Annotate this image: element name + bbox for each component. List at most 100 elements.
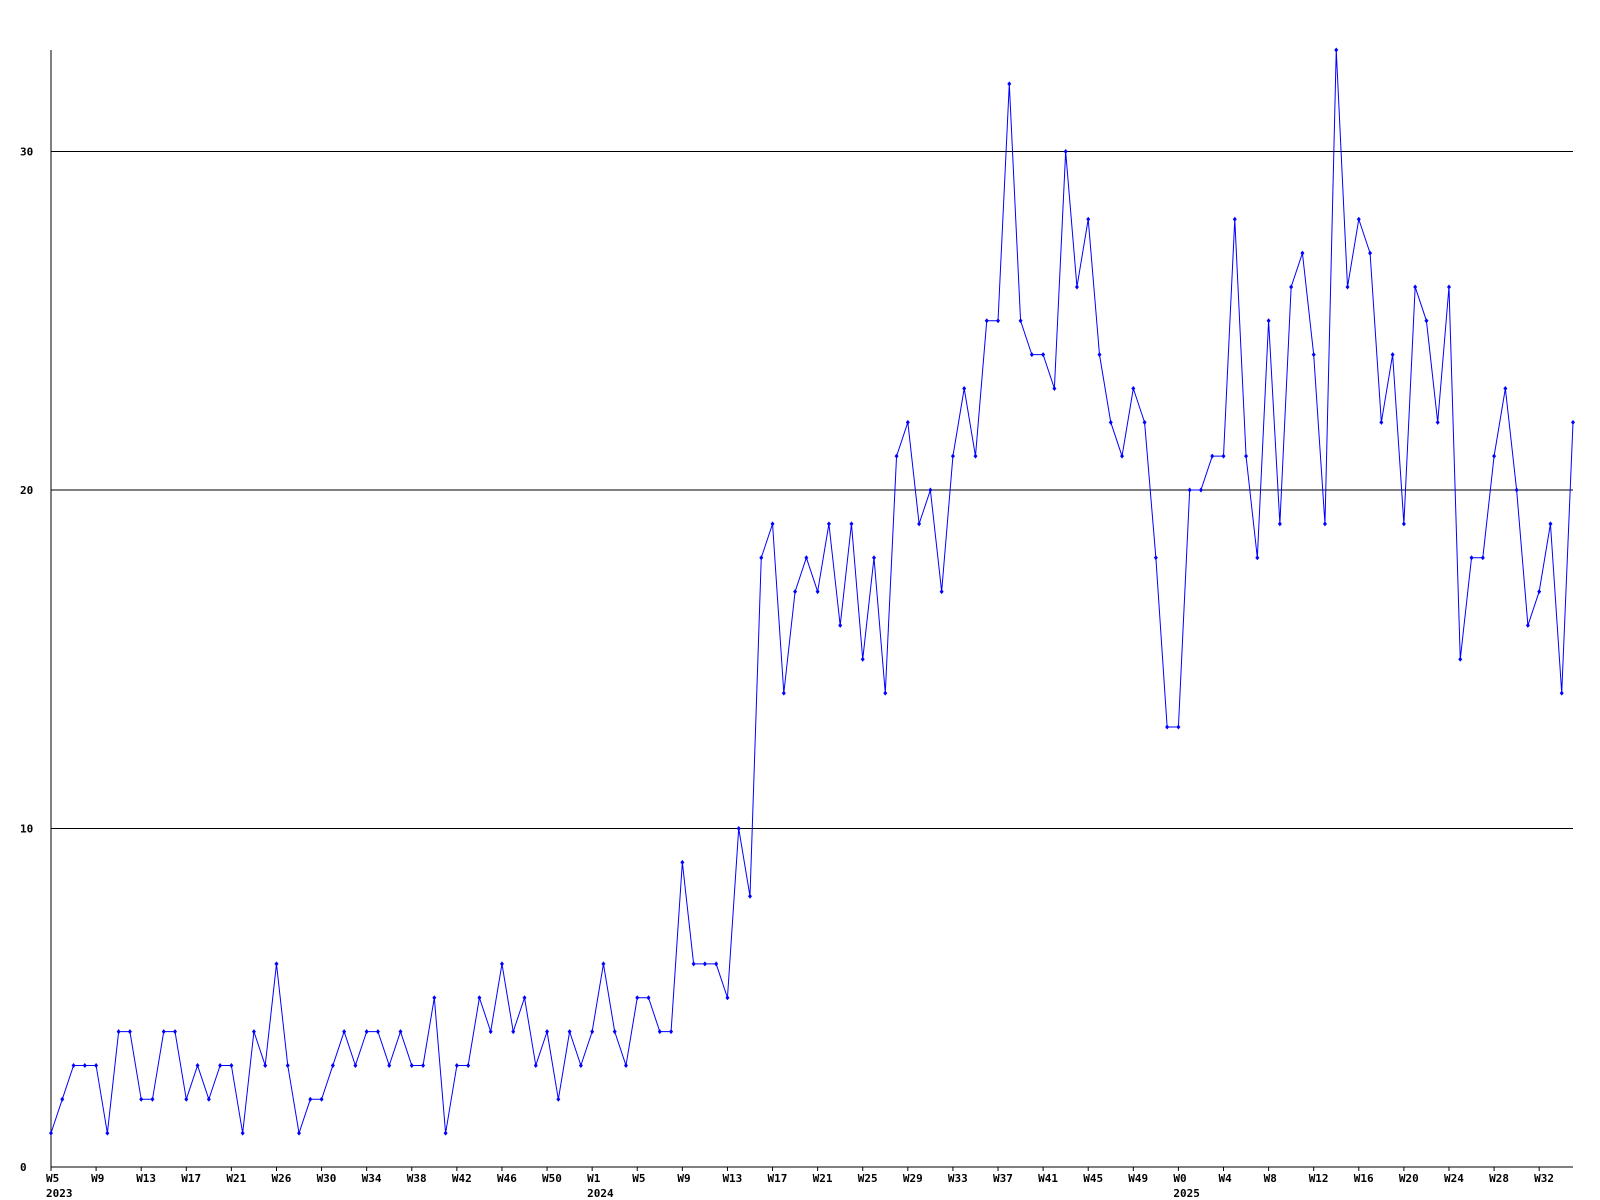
data-point — [702, 961, 707, 967]
data-point — [387, 1062, 392, 1068]
x-tick-label: W32 — [1534, 1172, 1554, 1185]
data-point — [421, 1062, 426, 1068]
data-point — [1311, 352, 1316, 358]
data-point — [815, 589, 820, 595]
data-point — [285, 1062, 290, 1068]
data-point — [1266, 318, 1271, 324]
data-point — [1368, 250, 1373, 256]
data-point — [950, 453, 955, 459]
data-point — [184, 1096, 189, 1102]
data-point — [364, 1029, 369, 1035]
data-point — [849, 521, 854, 527]
data-point — [1503, 385, 1508, 391]
data-point — [173, 1029, 178, 1035]
data-point — [1176, 724, 1181, 730]
data-point — [1300, 250, 1305, 256]
x-year-label: 2024 — [587, 1187, 614, 1200]
data-point — [826, 521, 831, 527]
data-point — [793, 589, 798, 595]
data-point — [251, 1029, 256, 1035]
data-point — [860, 656, 865, 662]
data-point — [49, 1130, 53, 1136]
x-tick-label: W30 — [317, 1172, 337, 1185]
data-point — [105, 1130, 110, 1136]
data-point — [1401, 521, 1406, 527]
x-tick-label: W34 — [362, 1172, 382, 1185]
data-point — [1153, 555, 1158, 561]
data-point — [308, 1096, 313, 1102]
x-tick-label: W37 — [993, 1172, 1013, 1185]
data-point — [71, 1062, 76, 1068]
data-point — [1131, 385, 1136, 391]
data-point — [297, 1130, 302, 1136]
data-point — [1345, 284, 1350, 290]
x-tick-label: W9 — [677, 1172, 690, 1185]
data-point — [398, 1029, 403, 1035]
x-tick-label: W21 — [813, 1172, 833, 1185]
x-tick-label: W0 — [1173, 1172, 1186, 1185]
data-point — [533, 1062, 538, 1068]
y-tick-label: 10 — [20, 823, 33, 836]
x-tick-label: W38 — [407, 1172, 427, 1185]
data-point — [1322, 521, 1327, 527]
data-point — [1187, 487, 1192, 493]
data-point — [601, 961, 606, 967]
data-point — [1458, 656, 1463, 662]
data-point — [1244, 453, 1249, 459]
data-point — [567, 1029, 572, 1035]
x-tick-label: W46 — [497, 1172, 517, 1185]
data-point — [1525, 622, 1530, 628]
x-tick-label: W41 — [1038, 1172, 1058, 1185]
data-point — [432, 995, 437, 1001]
data-point — [1537, 589, 1542, 595]
x-tick-label: W21 — [226, 1172, 246, 1185]
data-point — [973, 453, 978, 459]
data-point — [1424, 318, 1429, 324]
data-point — [1277, 521, 1282, 527]
data-point — [804, 555, 809, 561]
data-point — [319, 1096, 324, 1102]
data-point — [511, 1029, 516, 1035]
data-point — [1379, 419, 1384, 425]
data-point — [894, 453, 899, 459]
x-tick-label: W16 — [1354, 1172, 1374, 1185]
data-point — [161, 1029, 166, 1035]
data-point — [127, 1029, 132, 1035]
data-point — [1041, 352, 1046, 358]
x-year-label: 2025 — [1173, 1187, 1200, 1200]
data-point — [917, 521, 922, 527]
data-point — [1480, 555, 1485, 561]
data-point — [657, 1029, 662, 1035]
x-tick-label: W17 — [768, 1172, 788, 1185]
x-tick-label: W13 — [136, 1172, 156, 1185]
data-point — [1018, 318, 1023, 324]
data-point — [1029, 352, 1034, 358]
x-tick-label: W29 — [903, 1172, 923, 1185]
y-tick-label: 20 — [20, 484, 33, 497]
data-point — [1289, 284, 1294, 290]
x-tick-label: W5 — [46, 1172, 59, 1185]
data-point — [736, 826, 741, 832]
data-point — [218, 1062, 223, 1068]
data-point — [206, 1096, 211, 1102]
data-point — [353, 1062, 358, 1068]
data-point — [274, 961, 279, 967]
x-tick-label: W33 — [948, 1172, 968, 1185]
data-point — [556, 1096, 561, 1102]
data-point — [454, 1062, 459, 1068]
data-point — [1255, 555, 1260, 561]
data-point — [139, 1096, 144, 1102]
x-tick-label: W4 — [1219, 1172, 1233, 1185]
data-point — [195, 1062, 200, 1068]
y-tick-label: 0 — [20, 1161, 27, 1174]
x-tick-label: W26 — [271, 1172, 291, 1185]
data-point — [1390, 352, 1395, 358]
data-point — [747, 893, 752, 899]
y-tick-label: 30 — [20, 146, 33, 159]
data-point — [82, 1062, 87, 1068]
data-point — [1559, 690, 1564, 696]
data-point — [759, 555, 764, 561]
data-point — [905, 419, 910, 425]
data-point — [1108, 419, 1113, 425]
